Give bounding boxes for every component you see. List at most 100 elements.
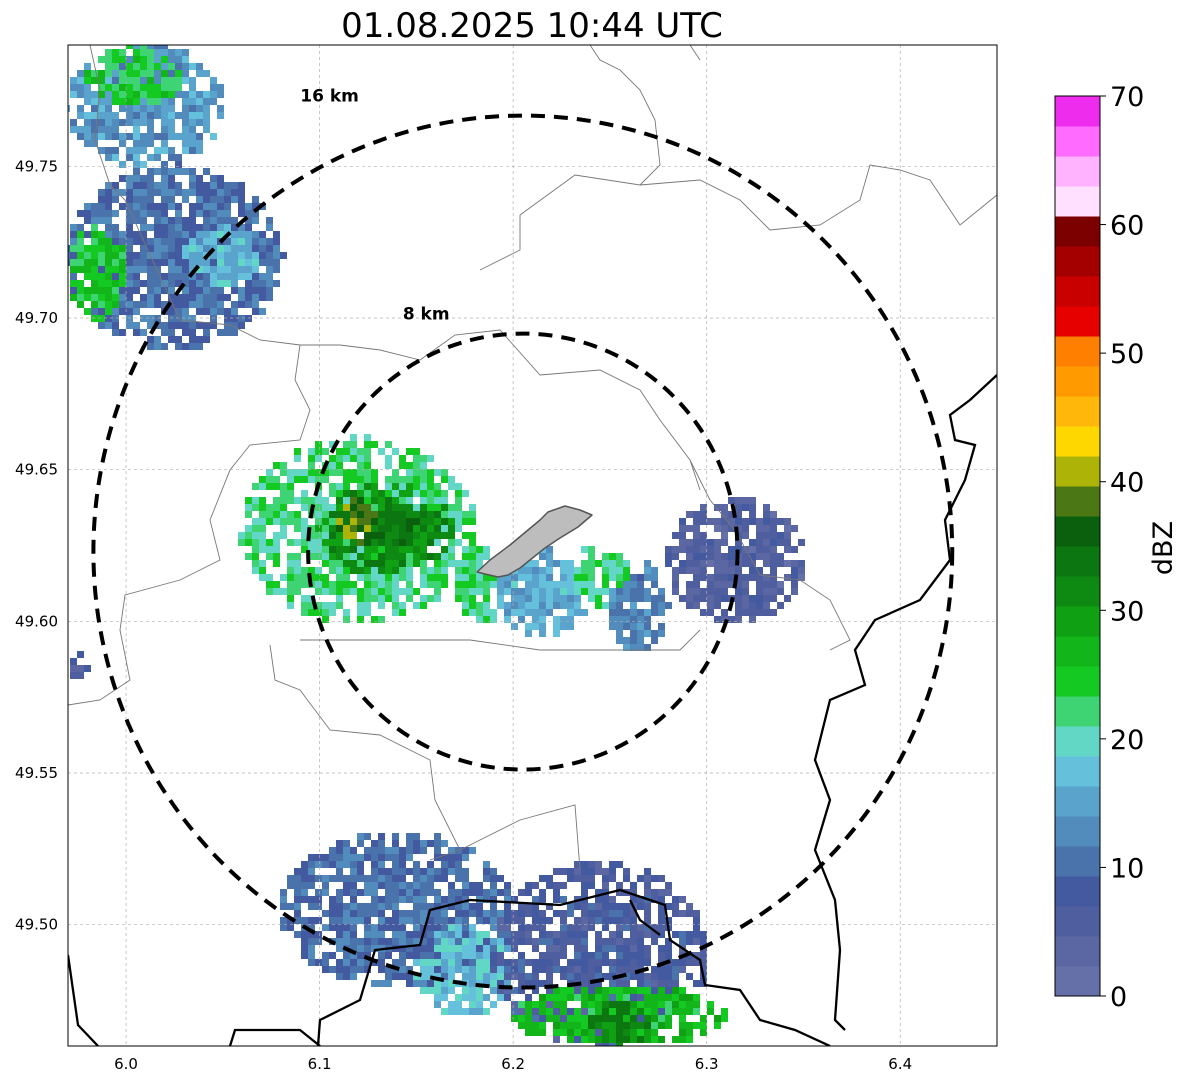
- echo-pixel: [427, 987, 434, 994]
- echo-cell: [609, 560, 672, 651]
- echo-pixel: [364, 560, 371, 567]
- echo-pixel: [658, 1015, 665, 1022]
- echo-pixel: [455, 1008, 462, 1015]
- echo-pixel: [252, 196, 259, 203]
- echo-pixel: [406, 889, 413, 896]
- echo-pixel: [574, 875, 581, 882]
- echo-pixel: [574, 931, 581, 938]
- echo-pixel: [413, 917, 420, 924]
- echo-pixel: [763, 595, 770, 602]
- echo-pixel: [616, 861, 623, 868]
- echo-pixel: [91, 266, 98, 273]
- echo-pixel: [455, 994, 462, 1001]
- echo-pixel: [140, 140, 147, 147]
- echo-pixel: [350, 938, 357, 945]
- echo-pixel: [357, 945, 364, 952]
- echo-pixel: [259, 294, 266, 301]
- echo-pixel: [455, 861, 462, 868]
- echo-pixel: [203, 322, 210, 329]
- echo-pixel: [119, 273, 126, 280]
- echo-pixel: [196, 98, 203, 105]
- echo-pixel: [693, 1001, 700, 1008]
- echo-pixel: [497, 595, 504, 602]
- echo-pixel: [294, 497, 301, 504]
- echo-pixel: [455, 581, 462, 588]
- echo-pixel: [245, 525, 252, 532]
- echo-pixel: [224, 182, 231, 189]
- echo-pixel: [168, 245, 175, 252]
- echo-pixel: [595, 917, 602, 924]
- echo-pixel: [357, 854, 364, 861]
- echo-pixel: [147, 154, 154, 161]
- echo-pixel: [469, 609, 476, 616]
- echo-pixel: [322, 609, 329, 616]
- echo-pixel: [175, 273, 182, 280]
- echo-pixel: [364, 945, 371, 952]
- echo-pixel: [245, 245, 252, 252]
- echo-pixel: [364, 511, 371, 518]
- echo-pixel: [490, 574, 497, 581]
- echo-pixel: [147, 196, 154, 203]
- echo-pixel: [462, 917, 469, 924]
- echo-pixel: [308, 567, 315, 574]
- echo-pixel: [294, 553, 301, 560]
- echo-pixel: [371, 546, 378, 553]
- echo-pixel: [728, 497, 735, 504]
- echo-pixel: [546, 959, 553, 966]
- echo-pixel: [196, 175, 203, 182]
- echo-pixel: [105, 301, 112, 308]
- echo-pixel: [420, 966, 427, 973]
- echo-pixel: [175, 63, 182, 70]
- echo-pixel: [609, 861, 616, 868]
- echo-pixel: [147, 343, 154, 350]
- echo-pixel: [357, 903, 364, 910]
- echo-pixel: [147, 112, 154, 119]
- echo-pixel: [168, 280, 175, 287]
- echo-pixel: [336, 861, 343, 868]
- echo-pixel: [707, 602, 714, 609]
- echo-pixel: [343, 518, 350, 525]
- echo-pixel: [287, 574, 294, 581]
- echo-pixel: [588, 875, 595, 882]
- echo-pixel: [203, 336, 210, 343]
- echo-pixel: [385, 490, 392, 497]
- echo-pixel: [658, 595, 665, 602]
- echo-pixel: [259, 483, 266, 490]
- echo-pixel: [336, 889, 343, 896]
- echo-pixel: [287, 539, 294, 546]
- echo-pixel: [644, 987, 651, 994]
- echo-pixel: [721, 574, 728, 581]
- echo-pixel: [427, 931, 434, 938]
- echo-pixel: [154, 343, 161, 350]
- echo-pixel: [308, 931, 315, 938]
- echo-pixel: [140, 112, 147, 119]
- echo-pixel: [462, 581, 469, 588]
- echo-pixel: [791, 546, 798, 553]
- echo-pixel: [364, 910, 371, 917]
- echo-pixel: [497, 917, 504, 924]
- echo-pixel: [196, 287, 203, 294]
- echo-pixel: [273, 560, 280, 567]
- echo-pixel: [434, 595, 441, 602]
- echo-pixel: [420, 497, 427, 504]
- echo-pixel: [385, 973, 392, 980]
- echo-pixel: [329, 504, 336, 511]
- echo-pixel: [791, 574, 798, 581]
- echo-pixel: [553, 588, 560, 595]
- echo-pixel: [742, 553, 749, 560]
- echo-pixel: [427, 924, 434, 931]
- echo-pixel: [504, 910, 511, 917]
- echo-pixel: [441, 987, 448, 994]
- echo-pixel: [343, 609, 350, 616]
- echo-pixel: [525, 924, 532, 931]
- echo-pixel: [182, 252, 189, 259]
- echo-pixel: [546, 595, 553, 602]
- echo-pixel: [469, 889, 476, 896]
- echo-pixel: [413, 973, 420, 980]
- echo-pixel: [518, 910, 525, 917]
- echo-pixel: [147, 77, 154, 84]
- echo-pixel: [91, 231, 98, 238]
- echo-pixel: [91, 133, 98, 140]
- echo-pixel: [567, 987, 574, 994]
- echo-pixel: [595, 938, 602, 945]
